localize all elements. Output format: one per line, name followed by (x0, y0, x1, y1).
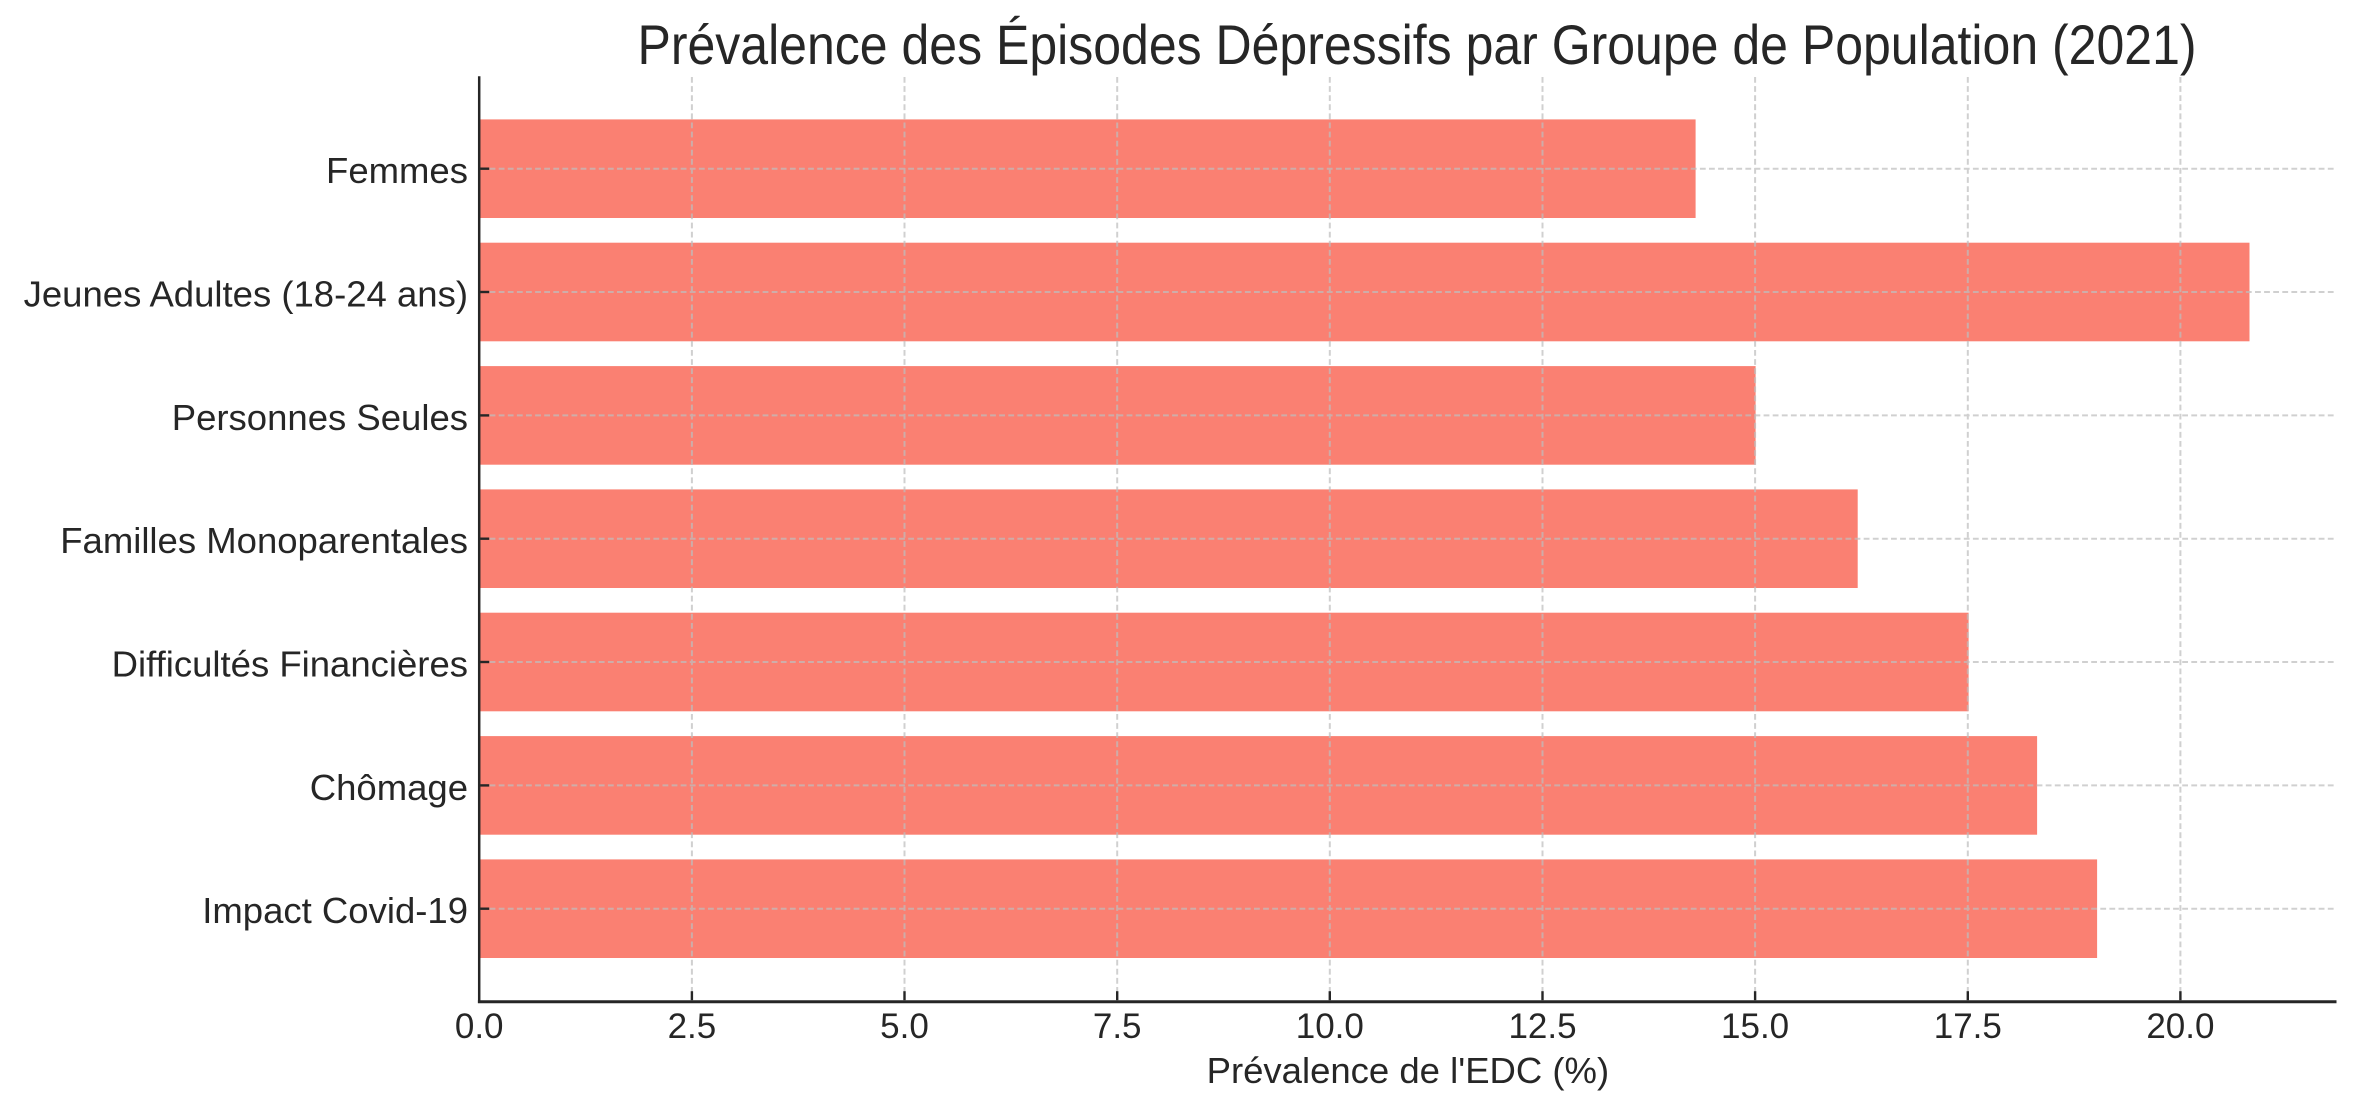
svg-text:Prévalence des Épisodes Dépres: Prévalence des Épisodes Dépressifs par G… (637, 14, 2196, 76)
svg-text:5.0: 5.0 (880, 1007, 929, 1046)
svg-text:Prévalence de l'EDC (%): Prévalence de l'EDC (%) (1207, 1050, 1610, 1091)
svg-text:12.5: 12.5 (1508, 1007, 1576, 1046)
svg-text:Femmes: Femmes (326, 150, 468, 191)
svg-text:17.5: 17.5 (1934, 1007, 2002, 1046)
svg-text:Familles Monoparentales: Familles Monoparentales (60, 520, 468, 561)
svg-text:0.0: 0.0 (455, 1007, 504, 1046)
svg-text:Jeunes Adultes (18-24 ans): Jeunes Adultes (18-24 ans) (24, 274, 468, 315)
svg-text:10.0: 10.0 (1296, 1007, 1364, 1046)
svg-text:15.0: 15.0 (1721, 1007, 1789, 1046)
svg-text:Difficultés Financières: Difficultés Financières (112, 644, 468, 685)
svg-text:Chômage: Chômage (310, 767, 468, 808)
svg-text:2.5: 2.5 (668, 1007, 717, 1046)
svg-text:Personnes Seules: Personnes Seules (172, 397, 468, 438)
svg-text:Impact Covid-19: Impact Covid-19 (202, 890, 468, 931)
svg-text:20.0: 20.0 (2146, 1007, 2214, 1046)
svg-text:7.5: 7.5 (1093, 1007, 1142, 1046)
